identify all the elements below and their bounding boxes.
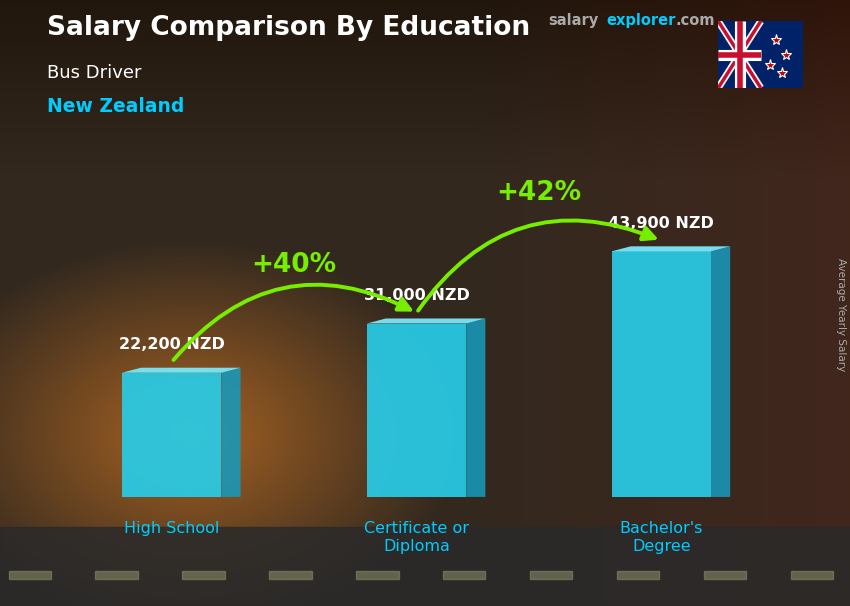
Text: 22,200 NZD: 22,200 NZD <box>119 338 224 352</box>
Bar <box>704 571 746 579</box>
Bar <box>269 571 312 579</box>
Text: 31,000 NZD: 31,000 NZD <box>364 288 469 303</box>
Polygon shape <box>466 319 485 497</box>
Text: +42%: +42% <box>496 180 581 206</box>
Polygon shape <box>366 324 466 497</box>
Polygon shape <box>611 246 730 251</box>
Bar <box>8 571 51 579</box>
Polygon shape <box>366 319 485 324</box>
Bar <box>790 571 833 579</box>
Bar <box>530 571 572 579</box>
Text: salary: salary <box>548 13 598 28</box>
Text: explorer: explorer <box>606 13 676 28</box>
Text: Bachelor's
Degree: Bachelor's Degree <box>620 521 703 553</box>
Text: 43,900 NZD: 43,900 NZD <box>609 216 714 231</box>
Text: +40%: +40% <box>252 252 337 278</box>
Text: Average Yearly Salary: Average Yearly Salary <box>836 259 846 371</box>
Polygon shape <box>611 251 711 497</box>
Text: Bus Driver: Bus Driver <box>47 64 141 82</box>
Polygon shape <box>122 368 241 373</box>
Bar <box>182 571 224 579</box>
Text: New Zealand: New Zealand <box>47 97 184 116</box>
Text: .com: .com <box>676 13 715 28</box>
Bar <box>95 571 138 579</box>
Bar <box>443 571 485 579</box>
Text: High School: High School <box>124 521 219 536</box>
Polygon shape <box>122 373 221 497</box>
Bar <box>617 571 660 579</box>
Text: Certificate or
Diploma: Certificate or Diploma <box>364 521 469 553</box>
Text: Salary Comparison By Education: Salary Comparison By Education <box>47 15 530 41</box>
Bar <box>0 527 850 606</box>
Polygon shape <box>221 368 241 497</box>
Bar <box>356 571 399 579</box>
Polygon shape <box>711 246 730 497</box>
